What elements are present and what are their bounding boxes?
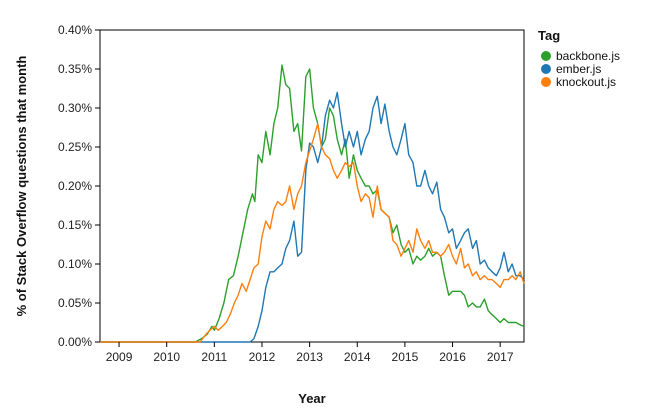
series-line-backbone-js [100,64,525,343]
x-tick-label: 2012 [249,350,276,364]
y-axis-title: % of Stack Overflow questions that month [14,56,29,317]
y-tick-label: 0.15% [58,218,92,232]
legend-swatch-knockout-js [541,77,551,87]
plot-frame [99,29,525,343]
y-tick-label: 0.20% [58,179,92,193]
y-tick-label: 0.25% [58,140,92,154]
y-tick-label: 0.35% [58,62,92,76]
series-layer [100,64,525,343]
plot-border [99,29,525,343]
series-line-knockout-js [100,122,525,343]
series-line-ember-js [100,91,525,343]
x-tick-label: 2010 [153,350,180,364]
legend-swatch-ember-js [541,64,551,74]
y-tick-label: 0.05% [58,296,92,310]
legend-swatch-backbone-js [541,51,551,61]
legend-label-knockout-js: knockout.js [556,75,616,89]
x-tick-label: 2015 [392,350,419,364]
x-tick-label: 2011 [201,350,227,364]
x-tick-label: 2016 [439,350,466,364]
legend-title: Tag [538,28,560,43]
x-tick-label: 2017 [487,350,514,364]
y-tick-label: 0.00% [58,335,92,349]
legend-label-ember-js: ember.js [556,62,601,76]
legend-label-backbone-js: backbone.js [556,49,620,63]
x-axis: 2009 2010 2011 2012 2013 2014 2015 2016 2017 [106,342,514,364]
x-tick-label: 2014 [344,350,371,364]
y-tick-label: 0.40% [58,23,92,37]
y-tick-label: 0.10% [58,257,92,271]
x-tick-label: 2013 [296,350,323,364]
x-axis-title: Year [298,391,325,406]
y-axis: 0.00% 0.05% 0.10% 0.15% 0.20% 0.25% 0.30% 0.35%… [58,23,100,349]
y-tick-label: 0.30% [58,101,92,115]
x-tick-label: 2009 [106,350,133,364]
